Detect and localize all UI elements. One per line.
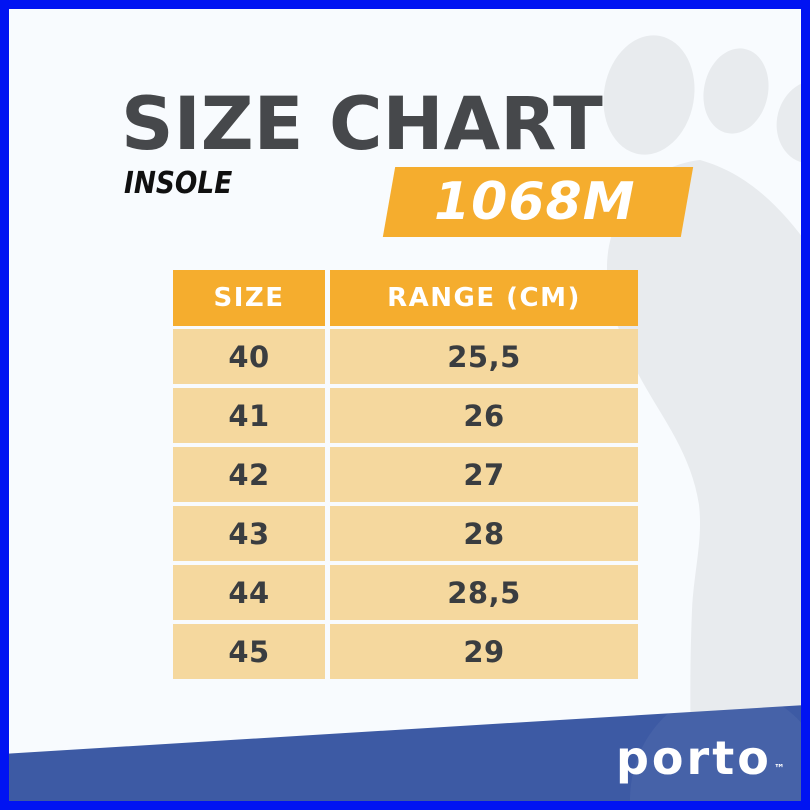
range-column-header: RANGE (CM) — [330, 270, 638, 326]
size-cell: 42 — [173, 447, 325, 502]
brand-logo: porto ™ — [616, 735, 785, 781]
second-toe-shape — [703, 48, 769, 134]
brand-name: porto — [616, 731, 772, 785]
product-type-label: INSOLE — [124, 166, 233, 201]
heel-highlight — [630, 704, 810, 810]
size-cell: 43 — [173, 506, 325, 561]
size-cell: 45 — [173, 624, 325, 679]
range-cell: 27 — [330, 447, 638, 502]
size-column-header: SIZE — [173, 270, 325, 326]
range-cell: 25,5 — [330, 329, 638, 384]
range-cell: 28 — [330, 506, 638, 561]
range-cell: 29 — [330, 624, 638, 679]
trademark-symbol: ™ — [773, 762, 785, 775]
third-toe-shape — [776, 80, 810, 164]
big-toe-shape — [603, 35, 695, 155]
size-cell: 40 — [173, 329, 325, 384]
range-cell: 26 — [330, 388, 638, 443]
page-title: SIZE CHART — [121, 82, 603, 167]
product-code-badge: 1068M — [382, 167, 694, 237]
range-cell: 28,5 — [330, 565, 638, 620]
sole-shape — [606, 160, 810, 760]
size-cell: 44 — [173, 565, 325, 620]
size-table: SIZE RANGE (CM) 40 25,5 41 26 42 27 43 28 44 28,5… — [173, 270, 638, 679]
size-cell: 41 — [173, 388, 325, 443]
product-code-text: 1068M — [434, 172, 636, 232]
